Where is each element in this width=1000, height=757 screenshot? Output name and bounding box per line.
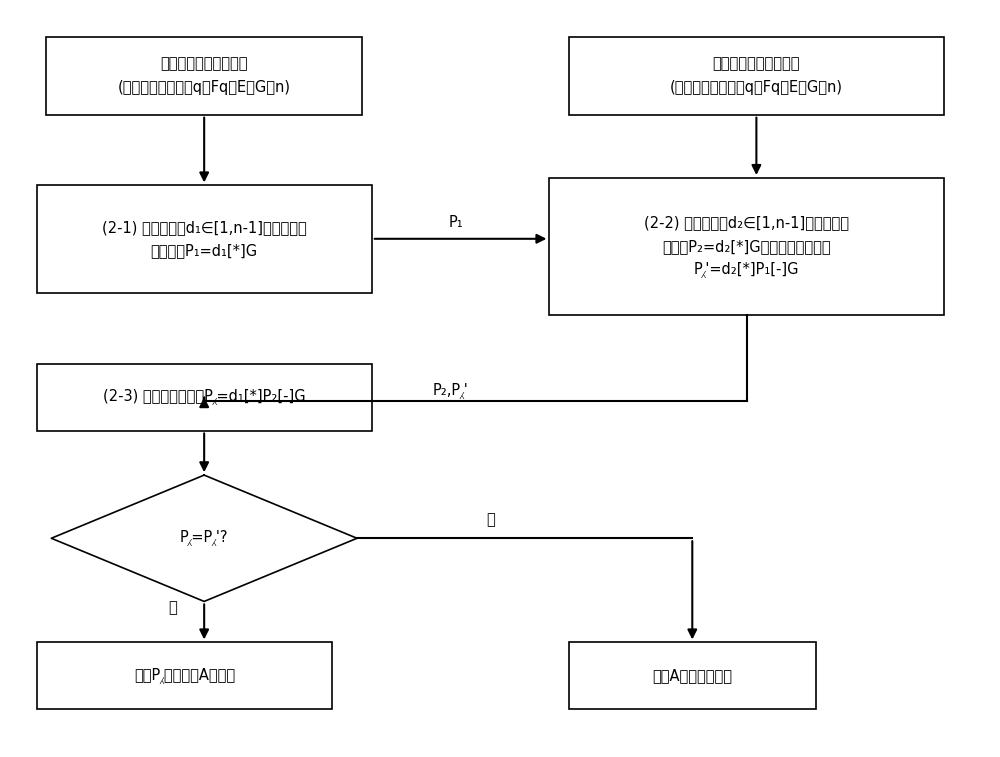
FancyBboxPatch shape [37,642,332,709]
Text: (椭圆曲线系统参数q、Fq、E、G、n): (椭圆曲线系统参数q、Fq、E、G、n) [118,80,291,95]
FancyBboxPatch shape [37,363,372,431]
Polygon shape [51,475,357,601]
FancyBboxPatch shape [569,642,816,709]
Text: 第一通信方的原始数据: 第一通信方的原始数据 [160,56,248,71]
FancyBboxPatch shape [569,36,944,115]
Text: (2-3) 计算椭圆曲线点P⁁=d₁[*]P₂[-]G: (2-3) 计算椭圆曲线点P⁁=d₁[*]P₂[-]G [103,389,305,405]
Text: 是: 是 [168,600,177,615]
Text: (2-2) 产生随机数d₂∈[1,n-1]并计算椭圆: (2-2) 产生随机数d₂∈[1,n-1]并计算椭圆 [644,215,849,230]
Text: 否: 否 [486,512,495,527]
FancyBboxPatch shape [46,36,362,115]
Text: 用户A公钥生成失败: 用户A公钥生成失败 [652,668,732,684]
Text: (椭圆曲线系统参数q、Fq、E、G、n): (椭圆曲线系统参数q、Fq、E、G、n) [670,80,843,95]
Text: (2-1) 产生随机数d₁∈[1,n-1]，并计算椭: (2-1) 产生随机数d₁∈[1,n-1]，并计算椭 [102,220,307,235]
Text: 第二通信方的原始数据: 第二通信方的原始数据 [713,56,800,71]
Text: 输出P⁁作为用户A的公钥: 输出P⁁作为用户A的公钥 [134,668,235,684]
Text: P₂,P⁁': P₂,P⁁' [433,383,469,399]
FancyBboxPatch shape [37,185,372,293]
Text: P⁁=P⁁'?: P⁁=P⁁'? [180,530,228,547]
Text: P₁: P₁ [448,215,463,230]
Text: 曲线点P₂=d₂[*]G；计算椭圆曲线点: 曲线点P₂=d₂[*]G；计算椭圆曲线点 [662,239,831,254]
FancyBboxPatch shape [549,178,944,316]
Text: P⁁'=d₂[*]P₁[-]G: P⁁'=d₂[*]P₁[-]G [694,263,799,279]
Text: 圆曲线点P₁=d₁[*]G: 圆曲线点P₁=d₁[*]G [151,244,258,259]
